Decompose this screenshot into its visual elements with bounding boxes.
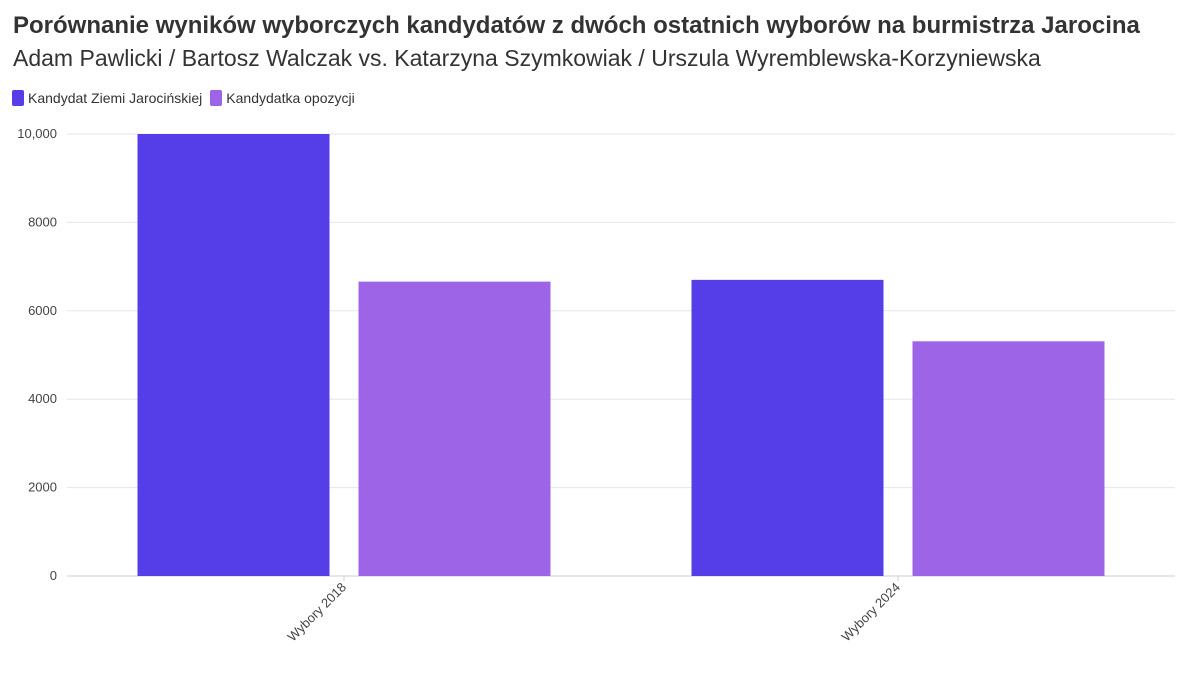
y-tick-label-6000: 6000	[28, 303, 57, 318]
y-tick-label-2000: 2000	[28, 480, 57, 495]
chart-subtitle: Adam Pawlicki / Bartosz Walczak vs. Kata…	[13, 45, 1041, 71]
legend-item-series-2[interactable]: Kandydatka opozycji	[210, 90, 355, 106]
bar-series-1-wybory-2018	[137, 134, 330, 576]
x-tick-label-2: Wybory 2024	[838, 580, 903, 645]
legend-item-series-1[interactable]: Kandydat Ziemi Jarocińskiej	[12, 90, 202, 106]
y-tick-label-8000: 8000	[28, 214, 57, 229]
bar-series-1-wybory-2024	[691, 279, 884, 576]
legend-label-series-1: Kandydat Ziemi Jarocińskiej	[28, 90, 203, 106]
chart-title: Porównanie wyników wyborczych kandydatów…	[13, 12, 1140, 39]
legend-label-series-2: Kandydatka opozycji	[226, 90, 355, 106]
legend-swatch-series-2	[210, 90, 223, 106]
bar-series-2-wybory-2024	[912, 341, 1105, 576]
y-tick-label-0: 0	[50, 568, 57, 583]
bar-series-2-wybory-2018	[358, 281, 551, 576]
y-tick-label-4000: 4000	[28, 391, 57, 406]
legend-swatch-series-1	[12, 90, 24, 106]
y-tick-label-10000: 10,000	[17, 126, 57, 141]
legend: Kandydat Ziemi Jarocińskiej Kandydatka o…	[12, 90, 363, 106]
x-tick-label-1: Wybory 2018	[284, 580, 349, 645]
